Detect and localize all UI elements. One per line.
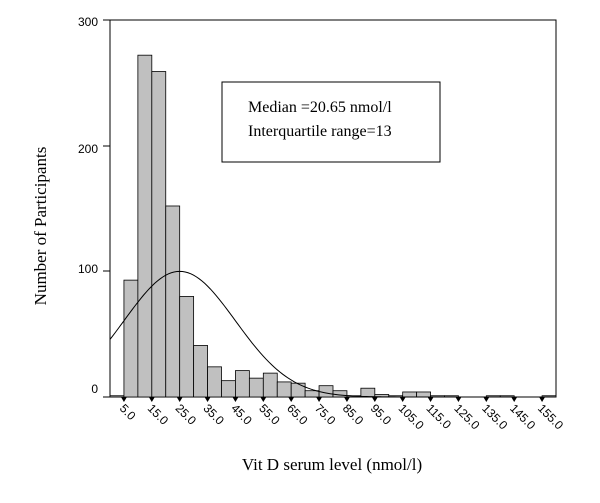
x-tick	[120, 397, 127, 402]
histogram-bar	[207, 366, 222, 398]
y-axis-title: Number of Participants	[31, 147, 50, 306]
annotation-median: Median =20.65 nmol/l	[248, 99, 392, 116]
histogram-bar	[262, 372, 278, 398]
histogram-bar	[248, 377, 264, 398]
y-tick-label: 200	[78, 142, 98, 156]
x-tick	[204, 397, 211, 402]
y-tick-label: 0	[91, 382, 98, 396]
x-tick	[371, 397, 378, 402]
x-tick	[232, 397, 239, 402]
x-axis-title: Vit D serum level (nmol/l)	[242, 455, 422, 474]
x-tick	[539, 397, 546, 402]
x-axis-ticks: 5.0 15.0 25.0 35.0 45.0 55.0 65.0 75.0 85.0 95.0 1…	[117, 397, 566, 433]
x-tick-label: 65.0	[284, 401, 311, 428]
x-tick-label: 45.0	[228, 401, 255, 428]
normal-curve	[109, 270, 556, 398]
x-tick-label: 25.0	[173, 401, 200, 428]
x-tick	[260, 397, 267, 402]
x-tick-label: 125.0	[451, 401, 482, 432]
histogram-bar	[137, 54, 153, 398]
x-tick-label: 105.0	[396, 401, 427, 432]
histogram-bar	[416, 391, 431, 398]
histogram-bars	[109, 54, 557, 398]
x-tick	[288, 397, 295, 402]
x-tick	[455, 397, 462, 402]
histogram-bar	[109, 395, 125, 398]
annotation-iqr: Interquartile range=13	[248, 123, 392, 140]
x-tick-label: 115.0	[423, 401, 454, 432]
x-tick	[483, 397, 490, 402]
histogram-bar	[304, 390, 320, 398]
x-tick	[427, 397, 434, 402]
histogram-bar	[179, 296, 195, 398]
x-tick-label: 145.0	[507, 401, 538, 432]
histogram-bar	[123, 279, 139, 398]
x-tick-label: 155.0	[535, 401, 566, 432]
histogram-bar	[151, 71, 167, 398]
x-tick-label: 55.0	[256, 401, 283, 428]
histogram-bar	[360, 387, 376, 398]
histogram-bar	[318, 385, 334, 398]
x-tick-label: 135.0	[479, 401, 510, 432]
histogram-bar	[290, 382, 306, 398]
histogram-bar	[235, 370, 250, 398]
histogram-bar	[402, 391, 418, 398]
histogram-bar	[332, 390, 348, 398]
x-tick	[511, 397, 518, 402]
x-tick-label: 95.0	[368, 401, 395, 428]
y-tick-label: 100	[78, 262, 98, 276]
x-tick-label: 75.0	[312, 401, 339, 428]
histogram-bar	[193, 345, 208, 398]
x-tick	[176, 397, 183, 402]
x-tick-label: 15.0	[145, 401, 172, 428]
histogram-bar	[221, 380, 236, 398]
x-tick	[343, 397, 350, 402]
y-tick-label: 300	[78, 15, 98, 29]
x-tick	[316, 397, 323, 402]
histogram-bar	[276, 381, 292, 398]
x-tick	[399, 397, 406, 402]
histogram-bar	[165, 205, 181, 398]
x-tick-label: 85.0	[340, 401, 367, 428]
x-tick-label: 5.0	[117, 401, 139, 423]
annotation-box	[221, 81, 441, 163]
x-tick-label: 35.0	[200, 401, 227, 428]
x-tick	[148, 397, 155, 402]
